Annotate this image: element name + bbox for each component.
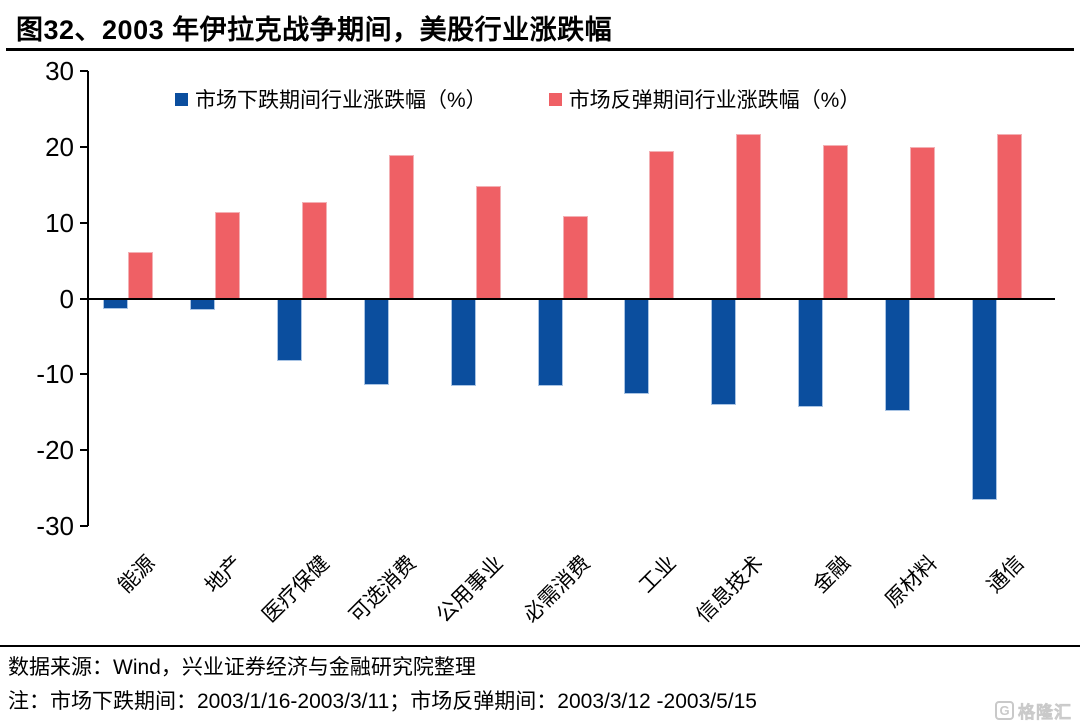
y-axis-tick (80, 297, 88, 300)
bar-rebound (649, 150, 675, 299)
legend-item-rebound: 市场反弹期间行业涨跌幅（%） (548, 84, 861, 114)
bar-decline (624, 298, 650, 395)
bar-decline (276, 298, 302, 362)
bar-decline (363, 298, 389, 385)
zero-axis-line (88, 297, 1055, 300)
bar-decline (711, 298, 737, 406)
bar-rebound (214, 212, 240, 299)
chart-title: 图32、2003 年伊拉克战争期间，美股行业涨跌幅 (16, 15, 613, 45)
y-axis-tick (80, 449, 88, 452)
bar-rebound (997, 133, 1022, 299)
y-axis-tick-label: -30 (36, 511, 74, 541)
y-axis-tick-label: -20 (36, 435, 74, 466)
x-axis-category-label: 公用事业 (431, 551, 508, 628)
title-divider (6, 48, 1074, 51)
bar-decline (885, 298, 911, 412)
x-axis-category-label: 工业 (635, 551, 682, 598)
y-axis-tick-label: -10 (36, 359, 74, 390)
y-axis-tick (80, 373, 88, 376)
x-axis-category-label: 原材料 (881, 551, 942, 613)
y-axis-tick (80, 525, 88, 527)
x-axis-category-label: 必需消费 (518, 551, 595, 628)
x-axis-category-label: 信息技术 (692, 551, 769, 628)
bar-rebound (823, 144, 849, 299)
x-axis-category-label: 医疗保健 (257, 551, 334, 628)
legend-label-rebound: 市场反弹期间行业涨跌幅（%） (568, 89, 861, 112)
bar-decline (189, 298, 215, 310)
y-axis-tick-label: 20 (45, 131, 74, 162)
y-axis-tick (80, 221, 88, 224)
y-axis-tick-label: 0 (59, 283, 74, 314)
note-line: 注：市场下跌期间：2003/1/16-2003/3/11；市场反弹期间：2003… (8, 690, 757, 713)
footer-divider (0, 645, 1080, 647)
bar-rebound (736, 133, 762, 299)
bar-decline (450, 298, 476, 387)
y-axis-tick (80, 145, 88, 148)
bar-rebound (562, 215, 588, 299)
legend-item-decline: 市场下跌期间行业涨跌幅（%） (175, 84, 487, 114)
bar-decline (103, 298, 128, 310)
gelonghui-watermark: G 格隆汇 (995, 698, 1072, 723)
x-axis-category-label: 地产 (200, 551, 247, 598)
gelonghui-logo-icon: G (995, 701, 1014, 720)
x-axis-category-label: 能源 (113, 551, 160, 598)
y-axis-tick-label: 10 (45, 207, 74, 238)
bar-rebound (128, 252, 153, 299)
bar-decline (798, 298, 824, 407)
bar-decline (972, 298, 997, 501)
chart-legend: 市场下跌期间行业涨跌幅（%） 市场反弹期间行业涨跌幅（%） (175, 84, 860, 114)
legend-swatch-decline-icon (175, 92, 188, 106)
y-axis-tick-label: 30 (45, 56, 74, 86)
data-source-line: 数据来源：Wind，兴业证券经济与金融研究院整理 (8, 656, 476, 679)
x-axis-category-label: 金融 (809, 551, 855, 598)
bar-rebound (388, 155, 414, 299)
bar-decline (537, 298, 563, 387)
y-axis-tick (80, 70, 88, 72)
bar-rebound (301, 202, 327, 299)
legend-label-decline: 市场下跌期间行业涨跌幅（%） (195, 89, 487, 112)
gelonghui-watermark-text: 格隆汇 (1018, 703, 1072, 723)
legend-swatch-rebound-icon (548, 92, 562, 106)
x-axis-category-label: 通信 (982, 551, 1029, 598)
bar-rebound (910, 146, 936, 299)
bar-rebound (475, 186, 501, 299)
x-axis-category-label: 可选消费 (344, 551, 421, 628)
